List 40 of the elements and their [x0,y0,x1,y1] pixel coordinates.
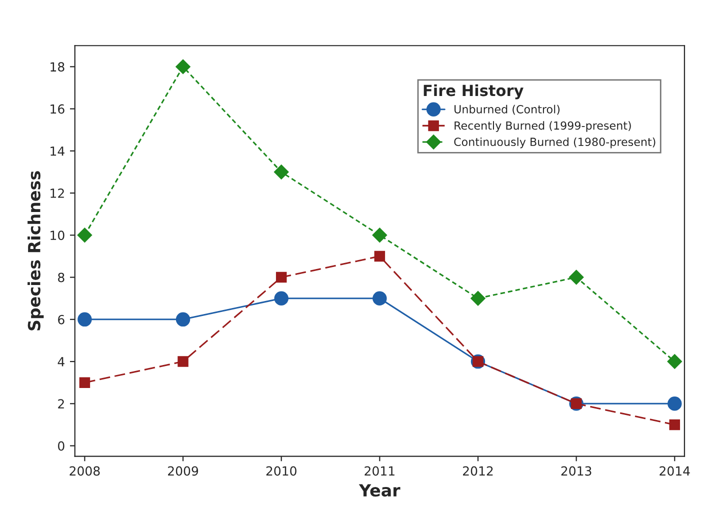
point [176,312,190,327]
y-tick-label: 10 [50,230,64,240]
x-tick-label: 2009 [168,466,198,476]
x-tick-label: 2011 [364,466,394,476]
point [274,291,288,306]
legend-label: Continuously Burned (1980-present) [454,137,656,148]
point [372,228,388,243]
y-axis-title: Species Richness [28,171,44,330]
y-tick-label: 4 [58,357,64,366]
y-tick-label: 0 [58,441,64,451]
x-tick-label: 2013 [561,466,592,476]
y-tick-label: 14 [50,146,64,156]
y-tick-label: 18 [50,62,64,72]
x-tick-label: 2012 [463,466,493,476]
x-tick-label: 2010 [266,466,296,476]
point [667,354,682,369]
point [276,272,287,283]
legend-title: Fire History [424,84,524,100]
point [374,250,386,262]
y-tick-label: 12 [50,188,64,198]
point [176,59,190,74]
y-tick-label: 2 [58,399,64,408]
point [568,270,584,285]
y-tick-label: 6 [58,314,64,324]
x-axis-title: Year [358,484,400,497]
point [78,312,92,327]
x-tick-label: 2014 [660,466,690,476]
legend-label: Unburned (Control) [454,104,560,115]
y-tick-label: 16 [50,104,64,114]
point [77,228,92,243]
point [668,396,682,411]
point [669,419,680,430]
x-tick-label: 2008 [70,466,100,476]
point [274,164,289,180]
y-tick-label: 8 [58,272,64,282]
point [372,291,387,306]
point [79,377,90,388]
point [470,290,486,306]
point [178,356,188,367]
legend-label: Recently Burned (1999-present) [454,121,631,132]
